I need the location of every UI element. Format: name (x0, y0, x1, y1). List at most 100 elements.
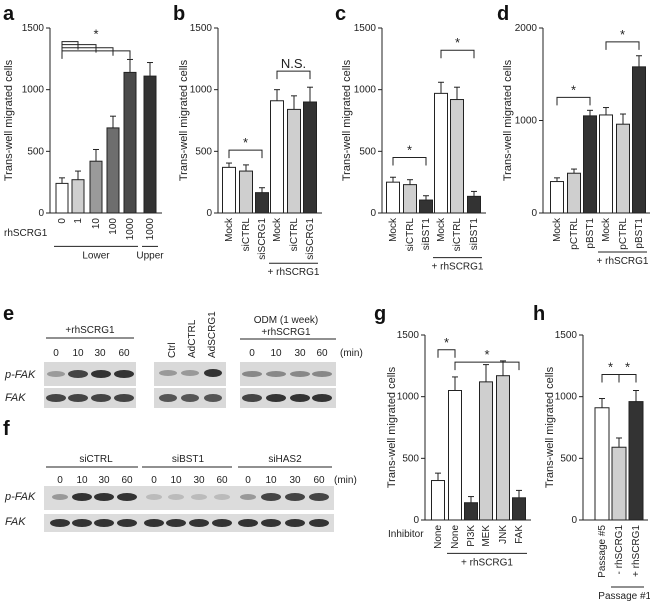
y-tick-label: 1000 (555, 392, 578, 403)
chart-g: 0 500 1000 1500 Trans-well migrated cells Non… (386, 330, 531, 568)
bar (431, 480, 445, 521)
blot-band (159, 394, 177, 402)
group-label: Upper (136, 250, 164, 261)
blot-band (117, 493, 137, 501)
chart-c: 0 500 1000 1500 Trans-well migrated cells Moc… (341, 23, 486, 273)
blot-f-row-fak: FAK (5, 516, 26, 528)
blot-band (240, 494, 256, 500)
bar (611, 446, 627, 521)
blot-e-lane: 60 (316, 348, 328, 359)
group-label: + rhSCRG1 (432, 262, 484, 273)
bar (239, 170, 253, 214)
blot-band (50, 519, 70, 527)
blot-e-lane: 30 (94, 348, 106, 359)
blot-f-lane: 10 (76, 475, 88, 486)
blot-band (261, 493, 281, 501)
blot-band (94, 519, 114, 527)
blot-panel-e: +rhSCRG1 0 10 30 60 Ctrl AdCTRL AdSCRG1 … (4, 311, 363, 408)
group-label: + rhSCRG1 (268, 267, 320, 278)
category-label: siSCRG1 (257, 218, 268, 260)
panel-label-f: f (3, 418, 10, 440)
blot-f-lane: 30 (193, 475, 205, 486)
blot-f-lane: 30 (289, 475, 301, 486)
significance-label: * (620, 27, 625, 42)
category-label: PI3K (466, 525, 477, 547)
blot-band (212, 519, 232, 527)
bar (143, 75, 157, 214)
blot-f-lane: 60 (216, 475, 228, 486)
bar (632, 66, 646, 214)
y-tick-label: 1000 (190, 85, 213, 96)
blot-band (114, 370, 134, 378)
y-tick-label: 1500 (190, 23, 213, 34)
bar (303, 101, 317, 214)
blot-band (285, 493, 305, 501)
blot-band (242, 394, 262, 402)
group-label: + rhSCRG1 (461, 557, 513, 568)
blot-band (72, 519, 92, 527)
bar (628, 401, 644, 521)
blot-band (117, 519, 137, 527)
category-label: + rhSCRG1 (631, 525, 642, 577)
significance-bracket (61, 47, 114, 56)
y-axis-label: Trans-well migrated cells (341, 59, 353, 181)
blot-e-row-pfak: p-FAK (4, 369, 36, 381)
y-tick-label: 0 (206, 208, 212, 219)
bar (71, 179, 85, 214)
category-label: Mock (436, 217, 447, 242)
blot-f-lane: 30 (98, 475, 110, 486)
y-tick-label: 0 (38, 208, 44, 219)
blot-band (181, 394, 199, 402)
blot-f-row-pfak: p-FAK (4, 491, 36, 503)
blot-band (290, 394, 310, 402)
category-label: FAK (514, 525, 525, 544)
bar (419, 199, 433, 214)
y-tick-label: 500 (27, 146, 44, 157)
significance-label: * (608, 359, 613, 374)
significance-bracket (618, 373, 637, 383)
bar (594, 407, 610, 521)
y-tick-label: 1500 (22, 23, 45, 34)
blot-band (91, 370, 111, 378)
blot-e-lane: 10 (270, 348, 282, 359)
category-label: 1000 (145, 218, 156, 241)
blot-band (114, 394, 134, 402)
significance-bracket (454, 361, 520, 371)
blot-band (159, 370, 177, 376)
bar (616, 123, 630, 214)
significance-bracket (556, 96, 591, 106)
category-label: Mock (224, 217, 235, 242)
category-label: Mock (388, 217, 399, 242)
bar (450, 99, 464, 214)
bar (464, 502, 478, 521)
blot-e-lane: 60 (118, 348, 130, 359)
significance-bracket (437, 349, 456, 358)
blot-e-lane: 30 (294, 348, 306, 359)
y-axis-label: Trans-well migrated cells (502, 59, 514, 181)
bar (512, 497, 526, 521)
bar (496, 375, 510, 521)
category-label: None (450, 525, 461, 549)
blot-panel-f: siCTRL siBST1 siHAS2 0 10 30 60 0 10 30 … (4, 454, 357, 532)
panel-label-d: d (497, 3, 509, 25)
blot-e-membrane (240, 388, 336, 408)
y-axis-label: Trans-well migrated cells (386, 366, 398, 488)
category-label: JNK (498, 525, 509, 544)
bar (270, 100, 284, 214)
y-tick-label: 1500 (354, 23, 377, 34)
significance-bracket (276, 70, 311, 80)
category-label: - rhSCRG1 (614, 525, 625, 575)
blot-band (266, 394, 286, 402)
blot-f-lane: 60 (121, 475, 133, 486)
y-tick-label: 500 (195, 146, 212, 157)
blot-band (91, 394, 111, 402)
category-title: Inhibitor (388, 529, 424, 540)
category-label: Passage #5 (597, 525, 608, 578)
blot-e-group1-title: +rhSCRG1 (65, 325, 115, 336)
category-label: siSCRG1 (305, 218, 316, 260)
blot-f-unit: (min) (334, 475, 357, 486)
bar (255, 192, 269, 214)
y-tick-label: 1000 (515, 116, 538, 127)
